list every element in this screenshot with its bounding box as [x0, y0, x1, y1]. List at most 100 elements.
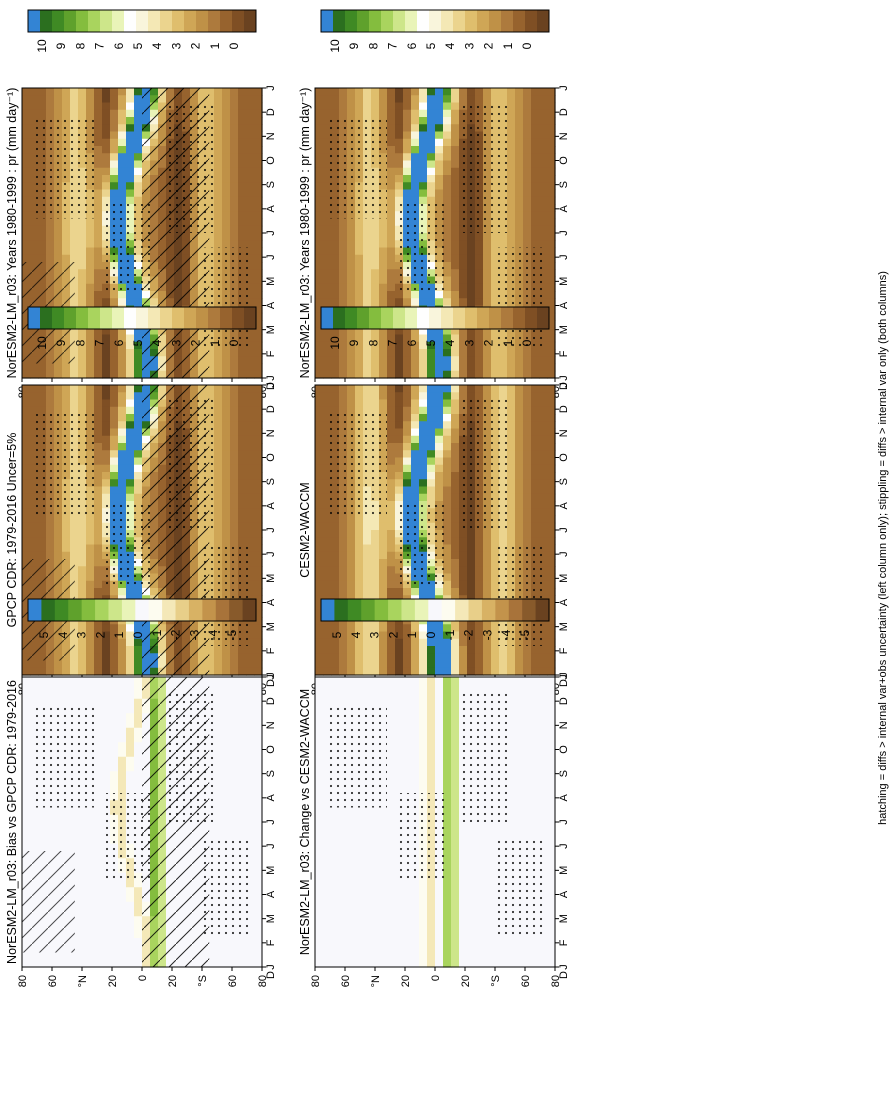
- colorbar-label: 10: [35, 336, 49, 350]
- colorbar-swatch: [189, 599, 203, 621]
- colorbar-swatch: [333, 10, 345, 32]
- colorbar-label: 3: [462, 339, 476, 346]
- colorbar-swatch: [453, 10, 465, 32]
- month-tick-label: F: [265, 350, 277, 357]
- colorbar-label: 5: [37, 631, 51, 638]
- colorbar-swatch: [405, 10, 417, 32]
- colorbar-swatch: [375, 599, 389, 621]
- month-tick-label: N: [558, 429, 570, 437]
- month-tick-label: O: [558, 156, 570, 165]
- colorbar-label: -1: [443, 629, 457, 640]
- colorbar-swatch: [232, 10, 244, 32]
- colorbar-label: 9: [54, 339, 68, 346]
- colorbar-label: -3: [187, 629, 201, 640]
- colorbar-label: 10: [328, 39, 342, 53]
- colorbar-swatch: [88, 307, 100, 329]
- lat-tick-label: 20: [460, 975, 472, 987]
- colorbar-label: -1: [150, 629, 164, 640]
- colorbar-swatch: [357, 10, 369, 32]
- month-tick-label: M: [558, 622, 570, 631]
- colorbar-swatch: [345, 10, 357, 32]
- month-tick-label: J: [558, 85, 570, 91]
- month-tick-label: M: [265, 866, 277, 875]
- colorbar-label: 6: [112, 339, 126, 346]
- colorbar-label: 3: [75, 631, 89, 638]
- month-tick-label: M: [265, 574, 277, 583]
- stipple-region: [327, 706, 387, 808]
- panel-title: GPCP CDR: 1979-2016 Uncer=5%: [5, 433, 19, 628]
- lat-tick-label: 60: [340, 975, 352, 987]
- colorbar-label: 6: [405, 339, 419, 346]
- month-tick-label: F: [265, 939, 277, 946]
- month-tick-label: N: [265, 429, 277, 437]
- colorbar-swatch: [40, 10, 52, 32]
- lat-tick-label: 0: [137, 975, 149, 981]
- colorbar-swatch: [162, 599, 176, 621]
- month-tick-label: J: [265, 527, 277, 533]
- stipple-region: [34, 117, 94, 219]
- month-tick-label: O: [265, 156, 277, 165]
- colorbar-swatch: [393, 10, 405, 32]
- month-tick-label: J: [265, 85, 277, 91]
- colorbar-swatch: [489, 10, 501, 32]
- colorbar-swatch: [122, 599, 136, 621]
- colorbar-label: 5: [424, 42, 438, 49]
- panel-title: NorESM2-LM_r03: Years 1980-1999 : pr (mm…: [5, 88, 19, 379]
- panel-title: NorESM2-LM_r03: Years 1980-1999 : pr (mm…: [298, 88, 312, 379]
- month-tick-label: J: [558, 964, 570, 970]
- colorbar-swatch: [220, 307, 232, 329]
- colorbar-label: 9: [347, 339, 361, 346]
- colorbar-swatch: [489, 307, 501, 329]
- colorbar-label: -3: [480, 629, 494, 640]
- colorbar-label: 4: [56, 631, 70, 638]
- month-tick-label: A: [558, 598, 570, 606]
- stipple-region: [495, 837, 543, 939]
- colorbar-label: 6: [405, 42, 419, 49]
- figure-footnote: hatching = diffs > internal var+obs unce…: [877, 271, 889, 825]
- colorbar-swatch: [441, 10, 453, 32]
- month-tick-label: N: [558, 721, 570, 729]
- colorbar-swatch: [95, 599, 109, 621]
- colorbar-swatch: [28, 599, 42, 621]
- month-tick-label: J: [558, 674, 570, 680]
- month-tick-label: D: [265, 108, 277, 116]
- panel-title: NorESM2-LM_r03: Change vs CESM2-WACCM: [298, 689, 312, 955]
- colorbar-swatch: [172, 10, 184, 32]
- colorbar-label: 1: [208, 42, 222, 49]
- colorbar-swatch: [369, 10, 381, 32]
- colorbar-swatch: [477, 307, 489, 329]
- colorbar-swatch: [136, 10, 148, 32]
- colorbar-swatch: [348, 599, 362, 621]
- colorbar-label: 1: [501, 339, 515, 346]
- month-tick-label: A: [265, 301, 277, 309]
- colorbar-swatch: [220, 10, 232, 32]
- month-tick-label: J: [265, 674, 277, 680]
- month-tick-label: J: [558, 375, 570, 381]
- colorbar-swatch: [196, 10, 208, 32]
- month-tick-label: N: [558, 132, 570, 140]
- month-tick-label: M: [265, 622, 277, 631]
- month-tick-label: F: [558, 647, 570, 654]
- colorbar-swatch: [465, 10, 477, 32]
- colorbar-swatch: [160, 10, 172, 32]
- colorbar-swatch: [112, 307, 124, 329]
- colorbar-swatch: [52, 307, 64, 329]
- colorbar-swatch: [417, 10, 429, 32]
- month-tick-label: M: [558, 574, 570, 583]
- colorbar-swatch: [334, 599, 348, 621]
- colorbar-swatch: [135, 599, 149, 621]
- stipple-region: [459, 103, 507, 234]
- month-tick-label: M: [265, 277, 277, 286]
- stipple-region: [459, 692, 507, 823]
- lat-tick-label: °S: [490, 975, 502, 987]
- colorbar-swatch: [536, 599, 550, 621]
- colorbar-label: -2: [462, 629, 476, 640]
- month-tick-label: O: [558, 745, 570, 754]
- month-tick-label: A: [265, 502, 277, 510]
- month-tick-label: J: [265, 254, 277, 260]
- month-tick-label: J: [558, 230, 570, 236]
- colorbar-swatch: [495, 599, 509, 621]
